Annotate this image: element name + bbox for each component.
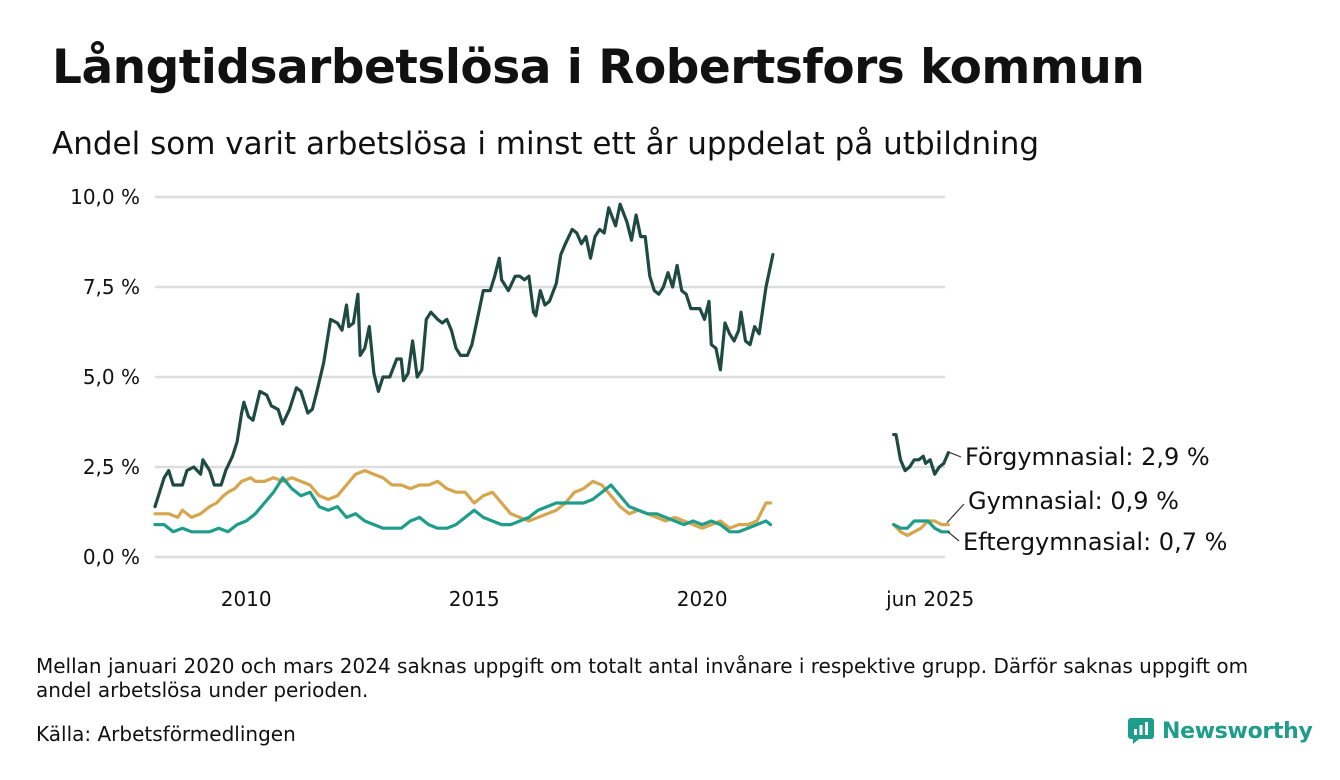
footnote: Mellan januari 2020 och mars 2024 saknas… xyxy=(36,654,1249,702)
series-label-forgymnasial: Förgymnasial: 2,9 % xyxy=(965,443,1210,471)
newsworthy-logo: Newsworthy xyxy=(1128,718,1313,744)
y-tick-label: 5,0 % xyxy=(83,365,140,389)
series-line-eftergymnasial xyxy=(892,519,950,534)
chart-subtitle: Andel som varit arbetslösa i minst ett å… xyxy=(52,126,1040,162)
x-axis: 2010 2015 2020 jun 2025 xyxy=(221,587,974,611)
series-label-gymnasial: Gymnasial: 0,9 % xyxy=(968,487,1179,515)
y-tick-label: 2,5 % xyxy=(83,455,140,479)
series-label-eftergymnasial: Eftergymnasial: 0,7 % xyxy=(963,528,1227,556)
x-tick-label: jun 2025 xyxy=(885,587,974,611)
source-note: Källa: Arbetsförmedlingen xyxy=(36,722,296,746)
y-tick-label: 0,0 % xyxy=(83,545,140,569)
series-line-forgymnasial xyxy=(892,433,950,476)
line-chart: 0,0 % 2,5 % 5,0 % 7,5 % 10,0 % 2010 2015 2020 j… xyxy=(70,185,1227,611)
y-axis: 0,0 % 2,5 % 5,0 % 7,5 % 10,0 % xyxy=(70,185,140,569)
series-line-gymnasial xyxy=(892,519,950,537)
series-line-eftergymnasial xyxy=(153,476,773,534)
chart-title: Långtidsarbetslösa i Robertsfors kommun xyxy=(52,40,1145,95)
y-tick-label: 7,5 % xyxy=(83,275,140,299)
x-tick-label: 2015 xyxy=(449,587,500,611)
grid-lines xyxy=(155,195,945,559)
newsworthy-logo-icon xyxy=(1128,718,1154,744)
series-lines xyxy=(153,202,950,537)
series-end-labels: Förgymnasial: 2,9 % Gymnasial: 0,9 % Efter… xyxy=(946,443,1227,556)
newsworthy-logo-text: Newsworthy xyxy=(1162,718,1313,744)
leader-line xyxy=(946,503,965,524)
series-line-forgymnasial xyxy=(153,202,775,509)
y-tick-label: 10,0 % xyxy=(70,185,140,209)
leader-line xyxy=(947,531,960,542)
x-tick-label: 2020 xyxy=(677,587,728,611)
x-tick-label: 2010 xyxy=(221,587,272,611)
leader-line xyxy=(949,452,962,458)
